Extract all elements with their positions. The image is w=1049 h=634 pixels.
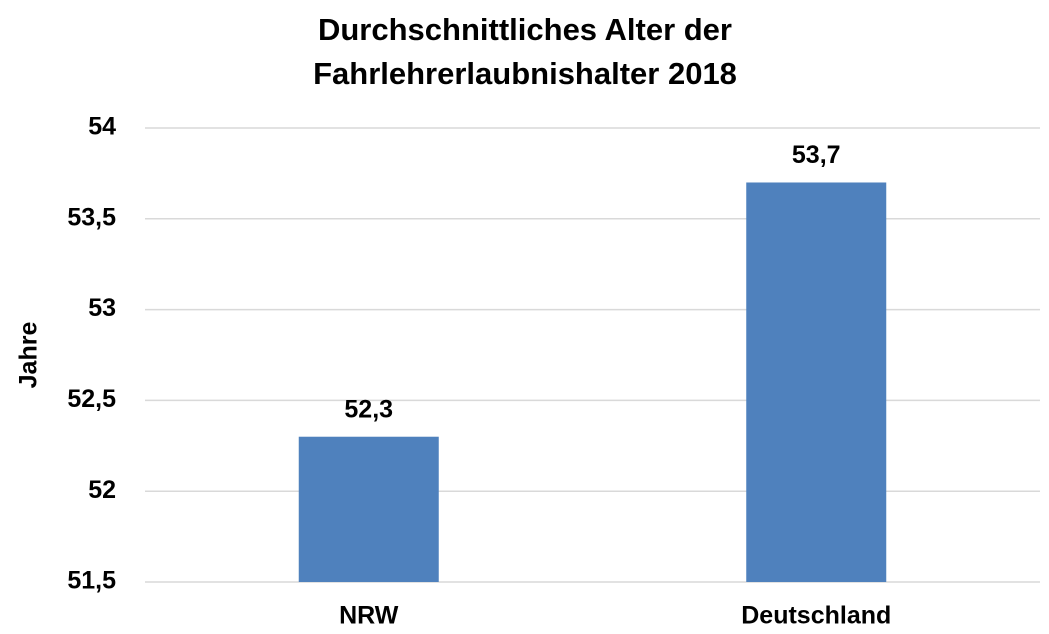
y-tick-label: 53,5 (67, 203, 116, 231)
x-tick-label: NRW (339, 602, 399, 630)
y-tick-label: 52,5 (67, 385, 116, 413)
chart-title: Durchschnittliches Alter der Fahrlehrerl… (313, 12, 737, 91)
y-tick-label: 54 (88, 113, 116, 141)
bar (298, 436, 439, 582)
bar (746, 182, 887, 583)
y-tick-label: 52 (88, 476, 116, 504)
x-tick-label: Deutschland (741, 602, 891, 630)
y-tick-label: 53 (88, 294, 116, 322)
y-axis-label: Jahre (15, 322, 43, 389)
data-label: 52,3 (344, 395, 393, 423)
data-label: 53,7 (792, 141, 841, 169)
y-tick-label: 51,5 (67, 567, 116, 595)
